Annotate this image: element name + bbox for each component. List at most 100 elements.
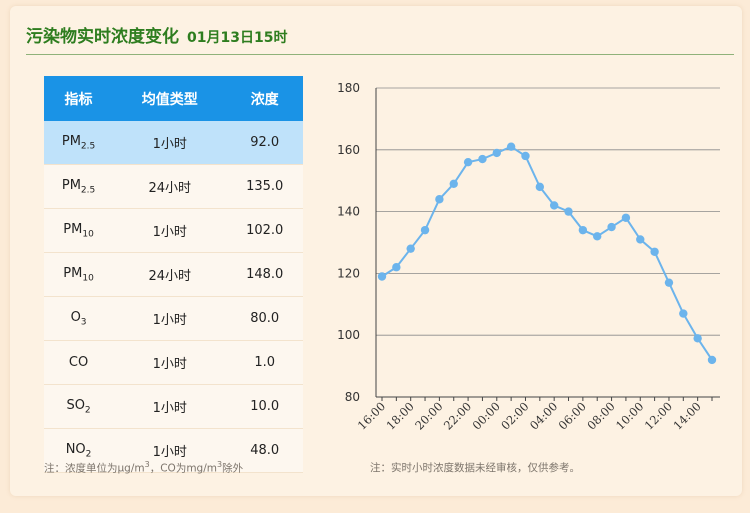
data-point [506,142,516,151]
table-row: NO2 1小时 48.0 [44,428,303,473]
indicator-subscript: 3 [80,317,87,328]
x-tick-label: 20:00 [412,399,445,432]
unit-note-sup-2: 3 [216,460,223,469]
column-header-indicator: 指标 [44,76,114,121]
indicator-base: PM [61,177,81,193]
data-point [593,232,602,241]
data-point [549,201,559,210]
data-point [578,225,588,235]
unit-note-text-1: 注：浓度单位为μg/m [44,462,145,475]
y-tick-label: 180 [337,81,360,95]
unit-note: 注：浓度单位为μg/m3，CO为mg/m3除外 [44,460,243,476]
x-tick-label: 22:00 [441,399,474,432]
table-row: SO2 1小时 10.0 [44,384,303,429]
unit-note-text-2: ，CO为mg/m [149,462,217,475]
table-header-row: 指标 均值类型 浓度 [44,76,303,121]
data-point [521,151,530,161]
data-point [564,207,573,216]
timestamp: 01月13日15时 [187,30,288,46]
average-type-cell: 1小时 [113,121,227,165]
concentration-cell: 48.0 [226,428,303,473]
indicator-cell: CO [44,340,114,385]
indicator-subscript: 2 [85,449,92,460]
indicator-base: PM [61,133,81,149]
data-point [478,154,487,164]
page-title: 污染物实时浓度变化 [26,27,179,47]
indicator-base: PM [63,221,83,237]
data-point [492,148,501,158]
series-line [381,145,713,361]
indicator-cell: NO2 [44,428,114,473]
y-tick-label: 100 [337,328,360,342]
concentration-cell: 92.0 [226,121,303,165]
concentration-cell: 135.0 [226,164,303,209]
data-point [420,225,430,235]
table-row: PM10 1小时 102.0 [44,208,303,253]
data-point [449,179,458,188]
indicator-subscript: 2.5 [80,185,96,196]
x-tick-label: 04:00 [527,399,560,432]
concentration-cell: 1.0 [226,340,303,385]
indicator-base: CO [68,355,89,370]
table-row: CO 1小时 1.0 [44,340,303,385]
concentration-cell: 80.0 [226,296,303,341]
x-tick-label: 16:00 [355,399,388,432]
data-point [377,272,387,281]
column-header-average-type: 均值类型 [113,76,227,121]
data-point [707,355,717,365]
table-row: PM10 24小时 148.0 [44,252,303,297]
data-point [607,222,616,232]
x-tick-label: 02:00 [498,399,531,432]
disclaimer-note: 注：实时小时浓度数据未经审核，仅供参考。 [370,462,580,474]
indicator-base: O [70,309,81,325]
table-body: PM2.5 1小时 92.0 PM2.5 24小时 135.0 PM10 1小时 102.0 PM… [44,121,303,473]
x-tick-label: 12:00 [642,399,675,432]
unit-note-sup-1: 3 [144,460,150,469]
unit-note-text-3: 除外 [222,462,244,475]
x-tick-label: 10:00 [613,399,646,432]
data-point [392,263,401,272]
pollutant-table: 指标 均值类型 浓度 PM2.5 1小时 92.0 PM2.5 24小时 135.0 PM1… [44,76,303,473]
y-tick-label: 120 [337,266,360,280]
header-divider [26,54,734,55]
data-point [636,235,645,244]
concentration-cell: 148.0 [226,252,303,297]
panel-header: 污染物实时浓度变化 01月13日15时 [26,22,288,47]
column-header-concentration: 浓度 [226,76,303,121]
table-row: PM2.5 1小时 92.0 [44,121,303,165]
indicator-subscript: 10 [82,273,94,284]
y-tick-label: 80 [345,390,360,404]
y-tick-label: 160 [337,143,360,157]
concentration-cell: 10.0 [226,384,303,429]
average-type-cell: 1小时 [113,208,227,253]
indicator-base: PM [63,265,83,281]
indicator-cell: PM10 [44,252,114,297]
indicator-subscript: 2.5 [80,141,96,152]
data-point [406,244,415,253]
indicator-cell: PM2.5 [44,121,114,165]
data-point [535,182,545,192]
x-tick-label: 18:00 [383,399,416,432]
data-point [435,195,444,204]
indicator-base: SO [66,397,85,413]
table-row: PM2.5 24小时 135.0 [44,164,303,209]
indicator-base: NO [65,441,86,457]
data-point [664,278,674,287]
indicator-cell: PM10 [44,208,114,253]
data-point [693,334,702,343]
average-type-cell: 24小时 [113,164,227,209]
average-type-cell: 24小时 [113,252,227,297]
data-point [679,309,688,318]
average-type-cell: 1小时 [113,384,227,429]
indicator-cell: O3 [44,296,114,341]
average-type-cell: 1小时 [113,296,227,341]
indicator-cell: PM2.5 [44,164,114,209]
data-point [650,247,659,256]
table-row: O3 1小时 80.0 [44,296,303,341]
x-tick-label: 00:00 [470,399,503,432]
indicator-cell: SO2 [44,384,114,429]
indicator-subscript: 2 [84,405,91,416]
average-type-cell: 1小时 [113,340,227,385]
data-point [621,213,631,222]
concentration-line-chart: 80 100 120 140 160 180 16:0018:0020:0022:0000:… [337,81,720,433]
